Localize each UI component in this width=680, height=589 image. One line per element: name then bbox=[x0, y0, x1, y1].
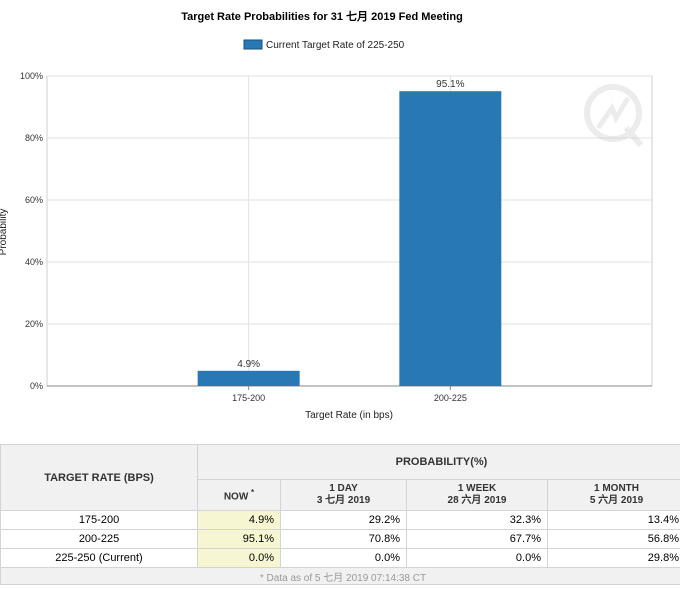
plot-frame bbox=[46, 75, 653, 387]
y-tick-label: 80% bbox=[25, 133, 43, 143]
probability-table: TARGET RATE (BPS) PROBABILITY(%) NOW * 1… bbox=[0, 444, 680, 585]
row-rate: 175-200 bbox=[0, 510, 198, 530]
col-1day-label: 1 DAY bbox=[329, 483, 358, 494]
legend-swatch bbox=[243, 39, 263, 50]
cell-now: 95.1% bbox=[197, 529, 281, 549]
chart-panel: Target Rate Probabilities for 31 七月 2019… bbox=[0, 9, 653, 421]
bar-chart: Target Rate Probabilities for 31 七月 2019… bbox=[0, 9, 653, 421]
bar bbox=[197, 370, 300, 386]
y-tick-label: 40% bbox=[25, 257, 43, 267]
cell-1month: 56.8% bbox=[547, 529, 680, 549]
col-1day-header: 1 DAY 3 七月 2019 bbox=[280, 479, 407, 511]
cell-now: 4.9% bbox=[197, 510, 281, 530]
table-row: 225-250 (Current) 0.0% 0.0% 0.0% 29.8% bbox=[0, 548, 680, 568]
data-footnote: * Data as of 5 七月 2019 07:14:38 CT bbox=[0, 567, 680, 585]
y-tick-label: 0% bbox=[30, 381, 43, 391]
cell-1week: 32.3% bbox=[406, 510, 548, 530]
plot-area: 0% 20% 40% 60% 80% 100% 4.9% 175-200 95.1% 200-22… bbox=[20, 71, 653, 403]
x-axis-label: Target Rate (in bps) bbox=[305, 410, 393, 421]
cell-now: 0.0% bbox=[197, 548, 281, 568]
legend: Current Target Rate of 225-250 bbox=[243, 39, 405, 51]
probability-header: PROBABILITY(%) bbox=[197, 444, 680, 480]
row-rate: 200-225 bbox=[0, 529, 198, 549]
bar-data-label: 95.1% bbox=[436, 79, 464, 90]
probability-table-wrapper: TARGET RATE (BPS) PROBABILITY(%) NOW * 1… bbox=[0, 444, 680, 585]
col-1month-date: 5 六月 2019 bbox=[589, 495, 644, 506]
y-tick-label: 20% bbox=[25, 319, 43, 329]
x-tick-label: 200-225 bbox=[434, 393, 467, 403]
cell-1month: 13.4% bbox=[547, 510, 680, 530]
legend-label: Current Target Rate of 225-250 bbox=[266, 40, 405, 51]
chart-title: Target Rate Probabilities for 31 七月 2019… bbox=[181, 9, 463, 23]
col-1month-label: 1 MONTH bbox=[594, 483, 639, 494]
bar bbox=[399, 91, 502, 386]
y-tick-label: 100% bbox=[20, 71, 43, 81]
cell-1week: 0.0% bbox=[406, 548, 548, 568]
col-1week-header: 1 WEEK 28 六月 2019 bbox=[406, 479, 548, 511]
row-rate: 225-250 (Current) bbox=[0, 548, 198, 568]
table-row: 175-200 4.9% 29.2% 32.3% 13.4% bbox=[0, 510, 680, 530]
target-rate-header: TARGET RATE (BPS) bbox=[0, 444, 198, 511]
col-1day-date: 3 七月 2019 bbox=[316, 495, 371, 506]
y-tick-label: 60% bbox=[25, 195, 43, 205]
cell-1month: 29.8% bbox=[547, 548, 680, 568]
col-now-label: NOW bbox=[223, 491, 249, 503]
col-1month-header: 1 MONTH 5 六月 2019 bbox=[547, 479, 680, 511]
col-now-sup: * bbox=[251, 487, 255, 497]
y-axis-label: Probability bbox=[0, 209, 9, 256]
x-tick-label: 175-200 bbox=[232, 393, 265, 403]
col-1week-date: 28 六月 2019 bbox=[447, 495, 507, 506]
col-now-header: NOW * bbox=[197, 479, 281, 511]
bar-data-label: 4.9% bbox=[237, 359, 260, 370]
cell-1day: 70.8% bbox=[280, 529, 407, 549]
cell-1week: 67.7% bbox=[406, 529, 548, 549]
table-row: 200-225 95.1% 70.8% 67.7% 56.8% bbox=[0, 529, 680, 549]
cell-1day: 29.2% bbox=[280, 510, 407, 530]
watermark-icon bbox=[584, 84, 644, 147]
cell-1day: 0.0% bbox=[280, 548, 407, 568]
col-1week-label: 1 WEEK bbox=[457, 483, 497, 494]
